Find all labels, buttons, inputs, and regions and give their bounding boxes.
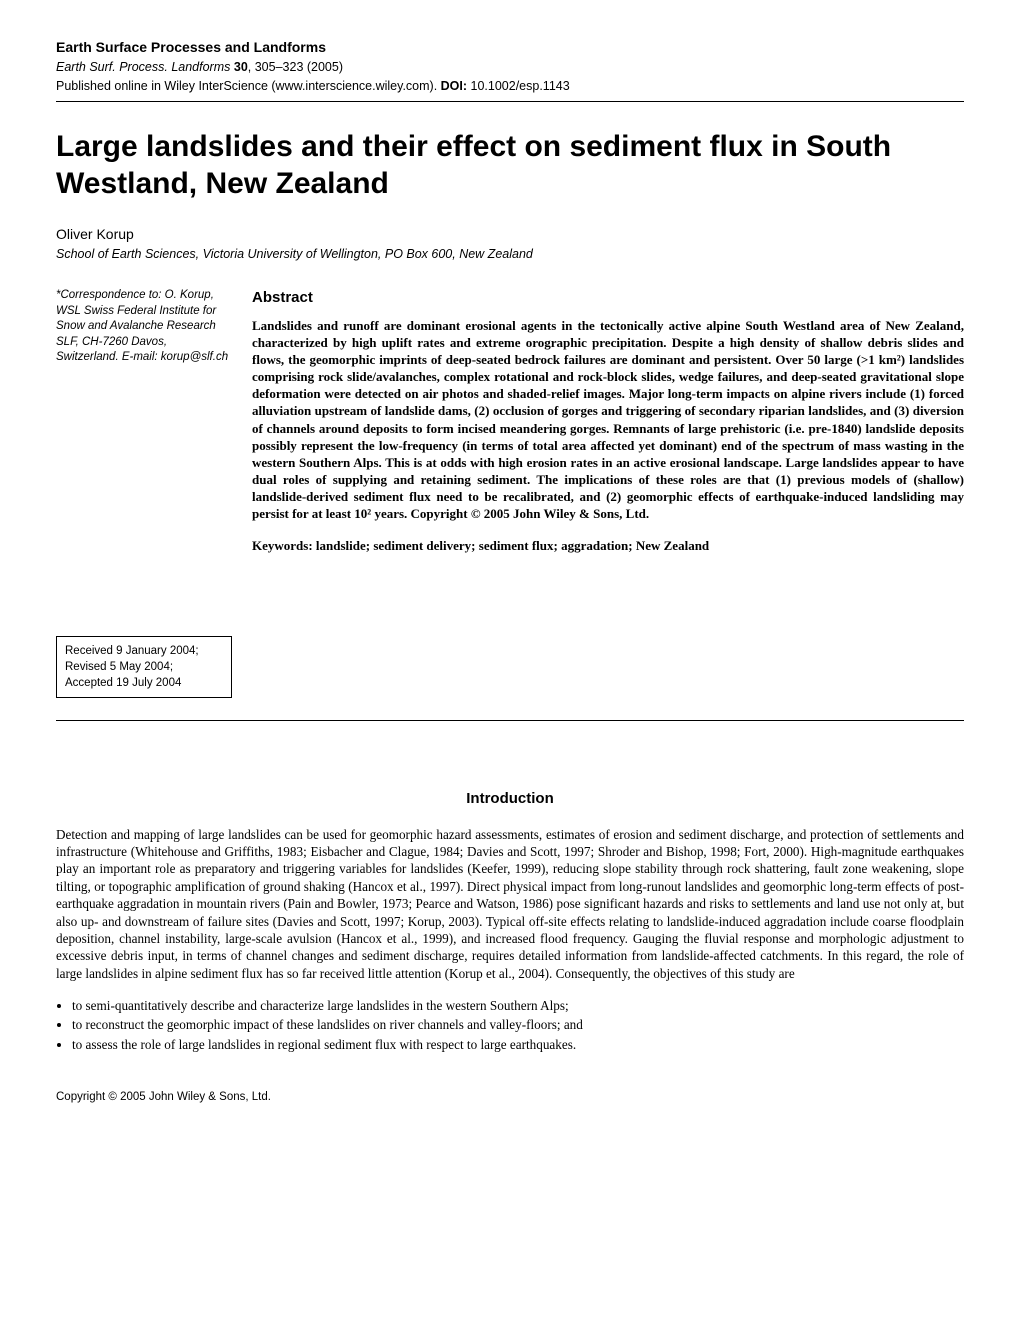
date-accepted: Accepted 19 July 2004: [65, 675, 223, 691]
copyright-footer: Copyright © 2005 John Wiley & Sons, Ltd.: [56, 1090, 964, 1106]
objectives-list: to semi-quantitatively describe and char…: [56, 996, 964, 1053]
abstract-text: Landslides and runoff are dominant erosi…: [252, 317, 964, 523]
citation-line: Earth Surf. Process. Landforms 30, 305–3…: [56, 59, 964, 76]
list-item: to reconstruct the geomorphic impact of …: [72, 1015, 964, 1034]
intro-paragraph: Detection and mapping of large landslide…: [56, 826, 964, 983]
dates-box: Received 9 January 2004; Revised 5 May 2…: [56, 636, 232, 698]
citation-journal-abbrev: Earth Surf. Process. Landforms: [56, 60, 230, 74]
list-item: to assess the role of large landslides i…: [72, 1035, 964, 1054]
abstract-heading: Abstract: [252, 288, 964, 308]
intro-heading: Introduction: [56, 789, 964, 809]
article-title: Large landslides and their effect on sed…: [56, 128, 964, 203]
author-affiliation: School of Earth Sciences, Victoria Unive…: [56, 246, 964, 263]
abstract-rule: [56, 720, 964, 721]
date-revised: Revised 5 May 2004;: [65, 659, 223, 675]
pub-info-line: Published online in Wiley InterScience (…: [56, 78, 964, 95]
citation-volume: 30: [234, 60, 248, 74]
journal-title: Earth Surface Processes and Landforms: [56, 38, 964, 57]
author-name: Oliver Korup: [56, 225, 964, 244]
list-item: to semi-quantitatively describe and char…: [72, 996, 964, 1015]
header-rule: [56, 101, 964, 102]
doi-value: 10.1002/esp.1143: [467, 79, 570, 93]
date-received: Received 9 January 2004;: [65, 643, 223, 659]
pub-info-prefix: Published online in Wiley InterScience (…: [56, 79, 441, 93]
correspondence-note: *Correspondence to: O. Korup, WSL Swiss …: [56, 288, 232, 366]
citation-pages: , 305–323 (2005): [248, 60, 343, 74]
keywords-line: Keywords: landslide; sediment delivery; …: [252, 537, 964, 555]
doi-label: DOI:: [441, 79, 467, 93]
